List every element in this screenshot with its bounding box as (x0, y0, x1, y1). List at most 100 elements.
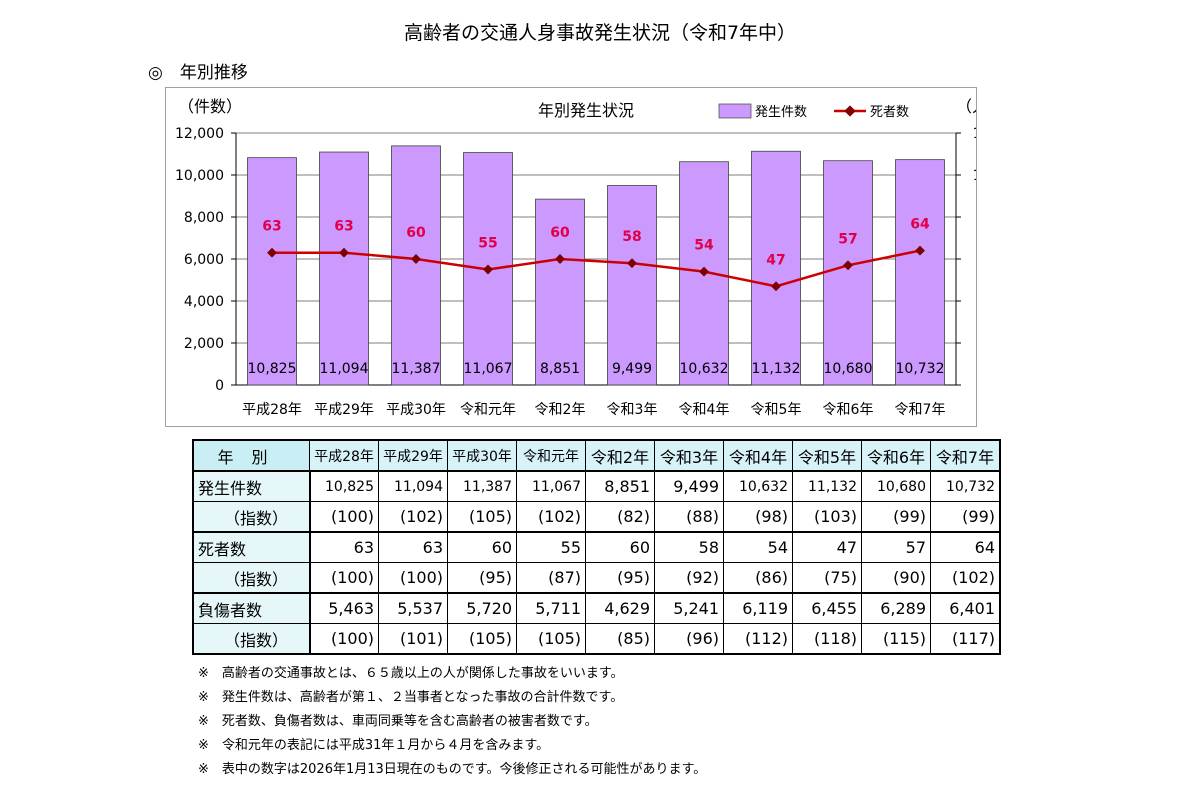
table-cell: (95) (585, 562, 655, 594)
table-column-header: 平成29年 (378, 439, 448, 472)
line-value-label: 47 (766, 252, 785, 268)
table-cell: 5,711 (516, 592, 586, 624)
line-value-label: 57 (838, 231, 857, 247)
x-tick-label: 令和2年 (535, 402, 586, 418)
table-cell: 9,499 (654, 470, 724, 502)
table-cell: (105) (447, 623, 517, 655)
table-cell: (102) (516, 501, 586, 533)
table-cell: 54 (723, 531, 793, 563)
table-cell: 11,132 (792, 470, 862, 502)
table-cell: (105) (516, 623, 586, 655)
x-tick-label: 平成30年 (386, 402, 446, 418)
table-row: （指数） (100) (100) (95) (87) (95) (92) (86) (75) (9… (192, 562, 1001, 594)
data-table: 年別 平成28年 平成29年 平成30年 令和元年 令和2年 令和3年 令和4年 令和5年 令和6… (192, 439, 1001, 655)
table-cell: (88) (654, 501, 724, 533)
table-row: （指数） (100) (102) (105) (102) (82) (88) (98) (103… (192, 501, 1001, 533)
table-cell: (75) (792, 562, 862, 594)
y-tick-label-left: 12,000 (175, 126, 224, 142)
line-value-label: 54 (694, 238, 714, 254)
line-point (699, 266, 709, 277)
line-point (627, 258, 637, 269)
table-header-row: 年別 平成28年 平成29年 平成30年 令和元年 令和2年 令和3年 令和4年 令和5年 令和6… (192, 439, 1001, 472)
table-cell: 64 (930, 531, 1001, 563)
table-cell: 5,241 (654, 592, 724, 624)
bar (823, 160, 873, 386)
deaths-line (272, 249, 921, 288)
table-cell: 6,119 (723, 592, 793, 624)
bar-value-label: 11,387 (392, 361, 441, 377)
line-value-label: 58 (622, 229, 641, 245)
table-cell: 11,094 (378, 470, 448, 502)
line-value-label: 55 (478, 236, 497, 252)
x-tick-label: 令和5年 (751, 402, 802, 418)
bar-value-label: 10,632 (680, 361, 729, 377)
table-cell: (102) (930, 562, 1001, 594)
footnote: ※ 発生件数は、高齢者が第１、２当事者となった事故の合計件数です。 (198, 690, 624, 705)
x-tick-label: 令和4年 (679, 402, 730, 418)
chart-title: 年別発生状況 (538, 101, 634, 120)
table-row-label: 死者数 (192, 531, 311, 563)
y-tick-label-left: 8,000 (184, 210, 224, 226)
table-column-header: 令和5年 (792, 439, 862, 472)
table-cell: 5,463 (309, 592, 379, 624)
bar (247, 157, 297, 386)
line-value-label: 60 (550, 225, 570, 241)
table-cell: (85) (585, 623, 655, 655)
table-column-header: 平成28年 (309, 439, 379, 472)
y-tick-label-left: 2,000 (184, 336, 224, 352)
y-tick-label-left: 10,000 (175, 168, 224, 184)
x-tick-label: 令和6年 (823, 402, 874, 418)
y-tick-label-right: 120 (973, 126, 976, 142)
table-column-header: 令和4年 (723, 439, 793, 472)
table-cell: 11,387 (447, 470, 517, 502)
table-cell: (102) (378, 501, 448, 533)
bar (391, 145, 441, 386)
table-cell: 58 (654, 531, 724, 563)
table-row: 負傷者数 5,463 5,537 5,720 5,711 4,629 5,241 6,119 6… (192, 592, 1001, 624)
table-row-label: （指数） (192, 562, 311, 594)
bar-value-label: 8,851 (540, 361, 580, 377)
table-row: 死者数 63 63 60 55 60 58 54 47 57 64 (192, 531, 1001, 563)
table-cell: (90) (861, 562, 931, 594)
table-cell: 55 (516, 531, 586, 563)
bar-value-label: 9,499 (612, 361, 652, 377)
table-cell: (100) (309, 623, 379, 655)
table-column-header: 令和3年 (654, 439, 724, 472)
table-cell: 10,680 (861, 470, 931, 502)
table-cell: (96) (654, 623, 724, 655)
table-cell: 8,851 (585, 470, 655, 502)
table-row: 発生件数 10,825 11,094 11,387 11,067 8,851 9,499 10… (192, 470, 1001, 502)
table-cell: (101) (378, 623, 448, 655)
table-cell: 10,732 (930, 470, 1001, 502)
table-cell: (103) (792, 501, 862, 533)
line-point (843, 260, 853, 271)
table-cell: 6,455 (792, 592, 862, 624)
footnote: ※ 高齢者の交通事故とは、６５歳以上の人が関係した事故をいいます。 (198, 666, 624, 681)
y-tick-label-right: 100 (973, 168, 976, 184)
table-cell: (100) (378, 562, 448, 594)
table-cell: (98) (723, 501, 793, 533)
table-column-header: 令和6年 (861, 439, 931, 472)
combo-chart: 02,0004,0006,0008,00010,00012,0000204060… (175, 97, 1004, 418)
table-cell: (99) (861, 501, 931, 533)
legend-bar-swatch (718, 103, 752, 119)
x-tick-label: 令和元年 (460, 402, 516, 418)
table-cell: 57 (861, 531, 931, 563)
footnotes: ※ 高齢者の交通事故とは、６５歳以上の人が関係した事故をいいます。 ※ 発生件数は… (198, 662, 706, 782)
footnote: ※ 表中の数字は2026年1月13日現在のものです。今後修正される可能性がありま… (198, 762, 707, 777)
table-row-label: （指数） (192, 501, 311, 533)
x-tick-label: 平成29年 (314, 402, 374, 418)
table-cell: 5,537 (378, 592, 448, 624)
table-cell: 11,067 (516, 470, 586, 502)
table-row-label: （指数） (192, 623, 311, 655)
table-cell: 63 (378, 531, 448, 563)
bar (607, 185, 657, 386)
table-cell: 60 (585, 531, 655, 563)
line-point (555, 254, 565, 264)
x-tick-label: 令和7年 (895, 402, 946, 418)
line-point (915, 245, 925, 256)
table-cell: 4,629 (585, 592, 655, 624)
chart-frame: 02,0004,0006,0008,00010,00012,0000204060… (165, 87, 1004, 427)
line-point (267, 247, 277, 258)
footnote: ※ 死者数、負傷者数は、車両同乗等を含む高齢者の被害者数です。 (198, 714, 598, 729)
